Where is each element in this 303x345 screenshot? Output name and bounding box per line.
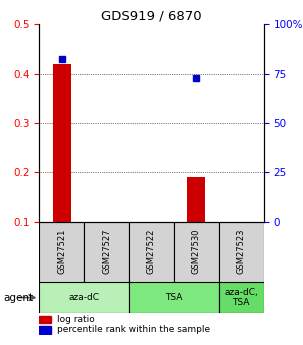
Bar: [187, 177, 205, 222]
Bar: [129, 222, 174, 282]
Title: GDS919 / 6870: GDS919 / 6870: [101, 10, 202, 23]
Text: percentile rank within the sample: percentile rank within the sample: [57, 325, 211, 334]
Text: GSM27522: GSM27522: [147, 229, 156, 274]
Bar: [129, 282, 219, 314]
Text: GSM27527: GSM27527: [102, 229, 111, 275]
Text: GSM27530: GSM27530: [192, 229, 201, 275]
Bar: [219, 222, 264, 282]
Text: log ratio: log ratio: [57, 315, 95, 324]
Text: aza-dC: aza-dC: [69, 293, 100, 302]
Text: GSM27523: GSM27523: [237, 229, 246, 275]
Bar: [53, 64, 71, 222]
Bar: [39, 282, 129, 314]
Text: agent: agent: [3, 293, 33, 303]
Bar: [39, 316, 51, 323]
Bar: [84, 222, 129, 282]
Text: GSM27521: GSM27521: [57, 229, 66, 274]
Bar: [174, 222, 219, 282]
Bar: [219, 282, 264, 314]
Text: TSA: TSA: [165, 293, 183, 302]
Text: aza-dC,
TSA: aza-dC, TSA: [224, 288, 258, 307]
Bar: [39, 326, 51, 334]
Bar: [39, 222, 84, 282]
